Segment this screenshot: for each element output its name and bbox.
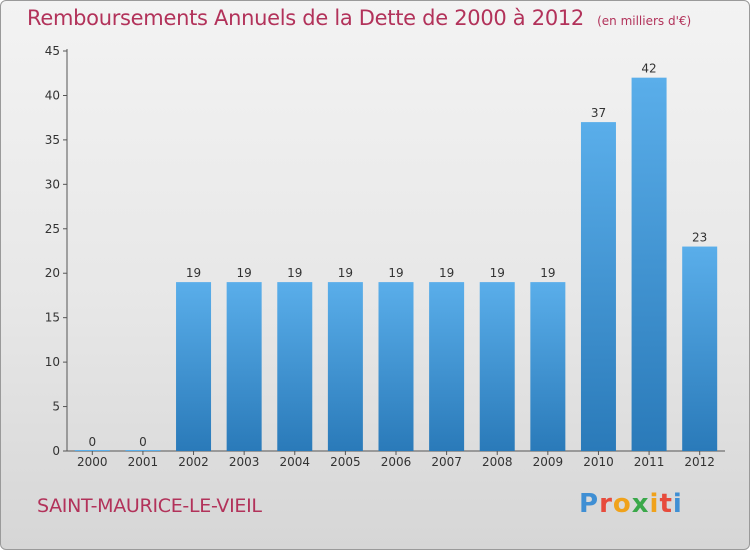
x-tick-label: 2008 — [482, 455, 513, 469]
x-tick-label: 2007 — [431, 455, 462, 469]
logo-letter: x — [631, 489, 650, 519]
x-tick-label: 2004 — [279, 455, 310, 469]
bar-2010 — [580, 122, 616, 451]
bar-2006 — [378, 282, 414, 451]
data-labels: 0 0 19 19 19 19 19 19 19 19 37 42 23 — [88, 62, 707, 449]
x-tick-label: 2001 — [128, 455, 159, 469]
x-tick-label: 2002 — [178, 455, 209, 469]
y-tick-label: 20 — [45, 266, 60, 280]
commune-name: SAINT-MAURICE-LE-VIEIL — [37, 495, 262, 517]
proxiti-logo[interactable]: Proxiti — [579, 489, 683, 519]
bar-2007 — [429, 282, 465, 451]
y-tick-label: 5 — [52, 400, 60, 414]
bar-2003 — [226, 282, 262, 451]
data-label: 37 — [591, 106, 606, 120]
bar-2011 — [631, 77, 667, 452]
y-tick-label: 10 — [45, 355, 60, 369]
logo-letter: t — [659, 489, 673, 519]
logo-letter: o — [612, 489, 632, 519]
data-label: 19 — [540, 266, 555, 280]
data-label: 42 — [641, 62, 656, 76]
axes: 0 5 10 15 20 25 30 35 40 45 2000 2001 2002 2003 2004 20… — [45, 44, 725, 469]
y-tick-label: 35 — [45, 133, 60, 147]
y-tick-label: 25 — [45, 222, 60, 236]
data-label: 0 — [139, 435, 147, 449]
logo-letter: P — [579, 489, 600, 519]
x-tick-label: 2005 — [330, 455, 361, 469]
logo-letter: i — [649, 489, 660, 519]
y-tick-label: 0 — [52, 444, 60, 458]
y-tick-label: 45 — [45, 44, 60, 58]
chart-unit: (en milliers d'€) — [597, 14, 692, 28]
logo-letter: r — [599, 489, 613, 519]
bar-2005 — [327, 282, 363, 451]
y-tick-label: 40 — [45, 88, 60, 102]
x-tick-label: 2003 — [229, 455, 260, 469]
x-tick-label: 2011 — [634, 455, 665, 469]
bars — [74, 77, 718, 452]
data-label: 19 — [439, 266, 454, 280]
data-label: 23 — [692, 231, 707, 245]
data-label: 19 — [237, 266, 252, 280]
chart-title: Remboursements Annuels de la Dette de 20… — [27, 6, 584, 30]
y-tick-label: 15 — [45, 311, 60, 325]
bar-2004 — [277, 282, 313, 451]
data-label: 19 — [186, 266, 201, 280]
bar-2002 — [176, 282, 212, 451]
bar-2008 — [479, 282, 515, 451]
x-tick-label: 2009 — [533, 455, 564, 469]
data-label: 19 — [388, 266, 403, 280]
data-label: 0 — [88, 435, 96, 449]
y-tick-label: 30 — [45, 177, 60, 191]
x-tick-label: 2010 — [583, 455, 614, 469]
x-tick-label: 2012 — [684, 455, 715, 469]
logo-letter: i — [672, 489, 683, 519]
data-label: 19 — [490, 266, 505, 280]
x-tick-label: 2006 — [381, 455, 412, 469]
data-label: 19 — [287, 266, 302, 280]
title-row: Remboursements Annuels de la Dette de 20… — [27, 6, 691, 30]
data-label: 19 — [338, 266, 353, 280]
bar-2009 — [530, 282, 566, 451]
bar-2012 — [682, 246, 718, 451]
x-tick-label: 2000 — [77, 455, 108, 469]
